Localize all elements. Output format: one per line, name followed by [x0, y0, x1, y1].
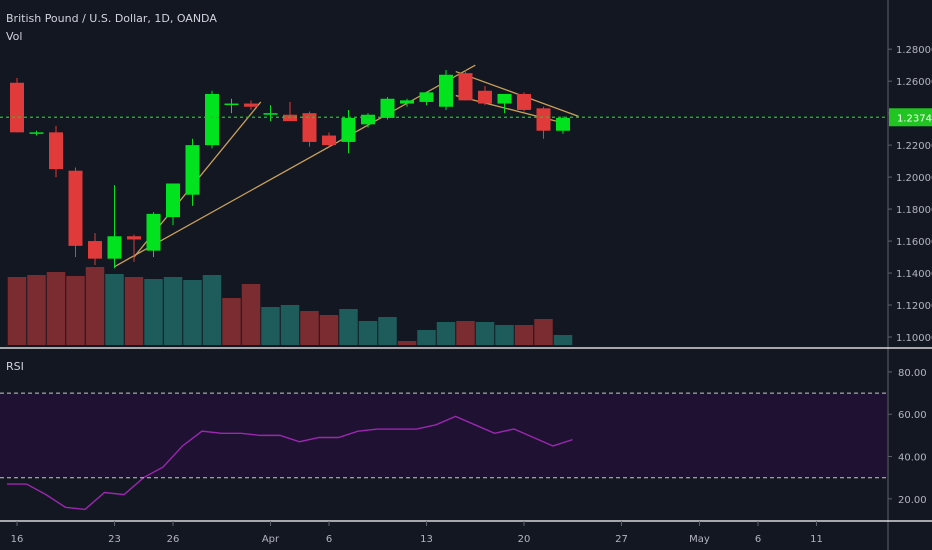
- x-tick-label: Apr: [262, 534, 280, 545]
- candle-body: [10, 82, 24, 133]
- volume-bar: [553, 335, 573, 345]
- x-tick-label: May: [689, 534, 710, 545]
- volume-bar: [202, 275, 222, 345]
- candle-body: [361, 114, 375, 125]
- volume-bar: [495, 325, 514, 345]
- x-tick-label: 16: [11, 534, 24, 545]
- y-tick-label: 1.12000: [896, 301, 932, 312]
- candle-body: [29, 132, 44, 134]
- candle-body: [224, 103, 239, 106]
- candle-body: [302, 113, 317, 142]
- volume-bar: [46, 272, 66, 345]
- volume-bar: [514, 325, 534, 345]
- vol-label: Vol: [6, 30, 23, 43]
- candle-body: [88, 241, 102, 259]
- y-tick-label: 1.22000: [896, 141, 932, 152]
- y-tick-label: 1.18000: [896, 205, 932, 216]
- candle-body: [263, 113, 278, 115]
- candle-body: [127, 236, 141, 240]
- rsi-tick-label: 80.00: [898, 368, 927, 379]
- volume-bar: [85, 267, 105, 345]
- y-tick-label: 1.14000: [896, 269, 932, 280]
- rsi-band: [0, 393, 888, 478]
- rsi-tick-label: 20.00: [898, 495, 927, 506]
- rsi-tick-label: 60.00: [898, 410, 927, 421]
- candle-body: [166, 183, 180, 218]
- volume-bar: [222, 298, 241, 345]
- volume-bar: [319, 315, 339, 345]
- rsi-series: [7, 415, 573, 511]
- volume-bar: [261, 307, 280, 345]
- volume-bar: [534, 319, 553, 345]
- volume-bar: [241, 284, 261, 345]
- y-tick-label: 1.26000: [896, 77, 932, 88]
- volume-bar: [436, 322, 456, 345]
- candle-body: [322, 135, 336, 146]
- candle-body: [478, 90, 492, 104]
- candle-body: [419, 92, 434, 102]
- candle-body: [185, 145, 200, 195]
- candle-body: [49, 132, 63, 170]
- volume-bar: [7, 277, 27, 345]
- x-tick-label: 27: [615, 534, 628, 545]
- candle-body: [458, 73, 473, 101]
- candle-body: [497, 93, 512, 104]
- candle-body: [244, 103, 258, 107]
- candle-body: [205, 93, 219, 146]
- volume-bar: [163, 277, 183, 345]
- volume-bar: [358, 321, 378, 345]
- y-tick-label: 1.16000: [896, 237, 932, 248]
- volume-bar: [124, 277, 144, 345]
- candle-body: [283, 114, 297, 122]
- x-tick-label: 6: [326, 534, 332, 545]
- candle-body: [556, 117, 570, 131]
- x-tick-label: 13: [420, 534, 433, 545]
- volume-bar: [456, 321, 475, 345]
- volume-bar: [66, 276, 85, 345]
- volume-bar: [339, 309, 358, 345]
- volume-bar: [397, 341, 417, 345]
- volume-bar: [105, 274, 124, 345]
- volume-bar: [300, 311, 319, 345]
- symbol-title: British Pound / U.S. Dollar, 1D, OANDA: [6, 12, 217, 25]
- candle-body: [536, 108, 551, 131]
- candle-body: [341, 117, 356, 142]
- price-tag-label: 1.23742: [897, 113, 932, 124]
- price-tag: [889, 108, 932, 127]
- x-tick-label: 26: [167, 534, 180, 545]
- trendline: [114, 64, 476, 268]
- x-tick-label: 20: [518, 534, 531, 545]
- volume-bars: [7, 267, 573, 345]
- y-tick-label: 1.20000: [896, 173, 932, 184]
- y-tick-label: 1.28000: [896, 45, 932, 56]
- candle-body: [517, 93, 531, 110]
- volume-bar: [183, 280, 202, 345]
- candle-body: [439, 74, 453, 107]
- volume-bar: [417, 330, 436, 345]
- x-tick-label: 11: [810, 534, 823, 545]
- rsi-label: RSI: [6, 360, 24, 373]
- rsi-tick-label: 40.00: [898, 453, 927, 464]
- candles: [10, 69, 570, 269]
- rsi-line: [7, 415, 573, 511]
- candle-body: [107, 236, 122, 259]
- volume-bar: [378, 317, 397, 345]
- volume-bar: [144, 279, 163, 345]
- candle-body: [380, 98, 395, 118]
- y-tick-label: 1.10000: [896, 333, 932, 344]
- volume-bar: [280, 305, 300, 345]
- reference-lines: [0, 116, 888, 479]
- volume-bar: [475, 322, 495, 345]
- volume-bar: [27, 275, 46, 345]
- x-tick-label: 23: [108, 534, 121, 545]
- candle-body: [68, 170, 83, 246]
- candle-body: [146, 213, 161, 251]
- x-tick-label: 6: [755, 534, 761, 545]
- candle-body: [400, 100, 414, 104]
